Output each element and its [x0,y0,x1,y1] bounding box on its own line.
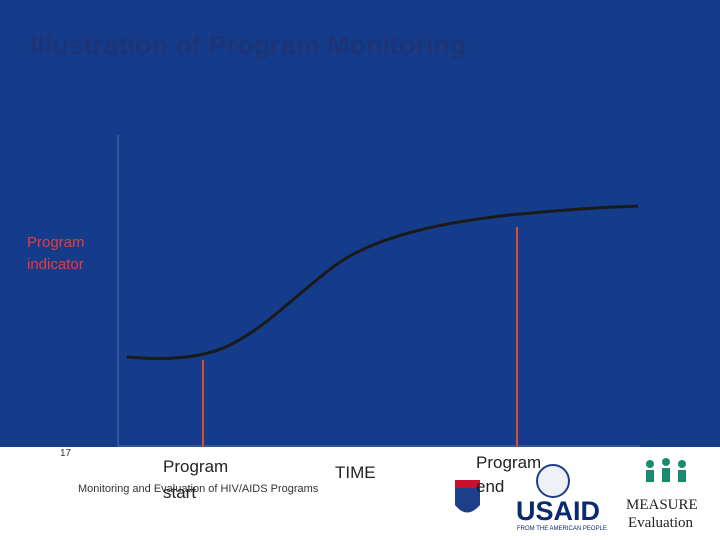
page-number: 17 [60,448,72,459]
end-label: Program end [476,453,542,496]
usaid-seal [536,464,570,498]
measure-logo: MEASURE [626,497,698,513]
slide-title: Illustration of Program Monitoring [30,30,467,60]
evaluation-logo: Evaluation [628,515,693,531]
indicator-curve [126,204,639,361]
measure-figures [646,458,686,482]
usaid-logo: USAID [516,496,601,526]
x-axis-label: TIME [335,463,376,482]
y-axis-label: Program indicator [27,234,85,273]
usaid-tagline: FROM THE AMERICAN PEOPLE [517,526,607,532]
crest-logo [455,480,480,513]
start-label: Program start [163,457,229,502]
footer-band [0,447,720,540]
footer-text: Monitoring and Evaluation of HIV/AIDS Pr… [78,483,319,495]
